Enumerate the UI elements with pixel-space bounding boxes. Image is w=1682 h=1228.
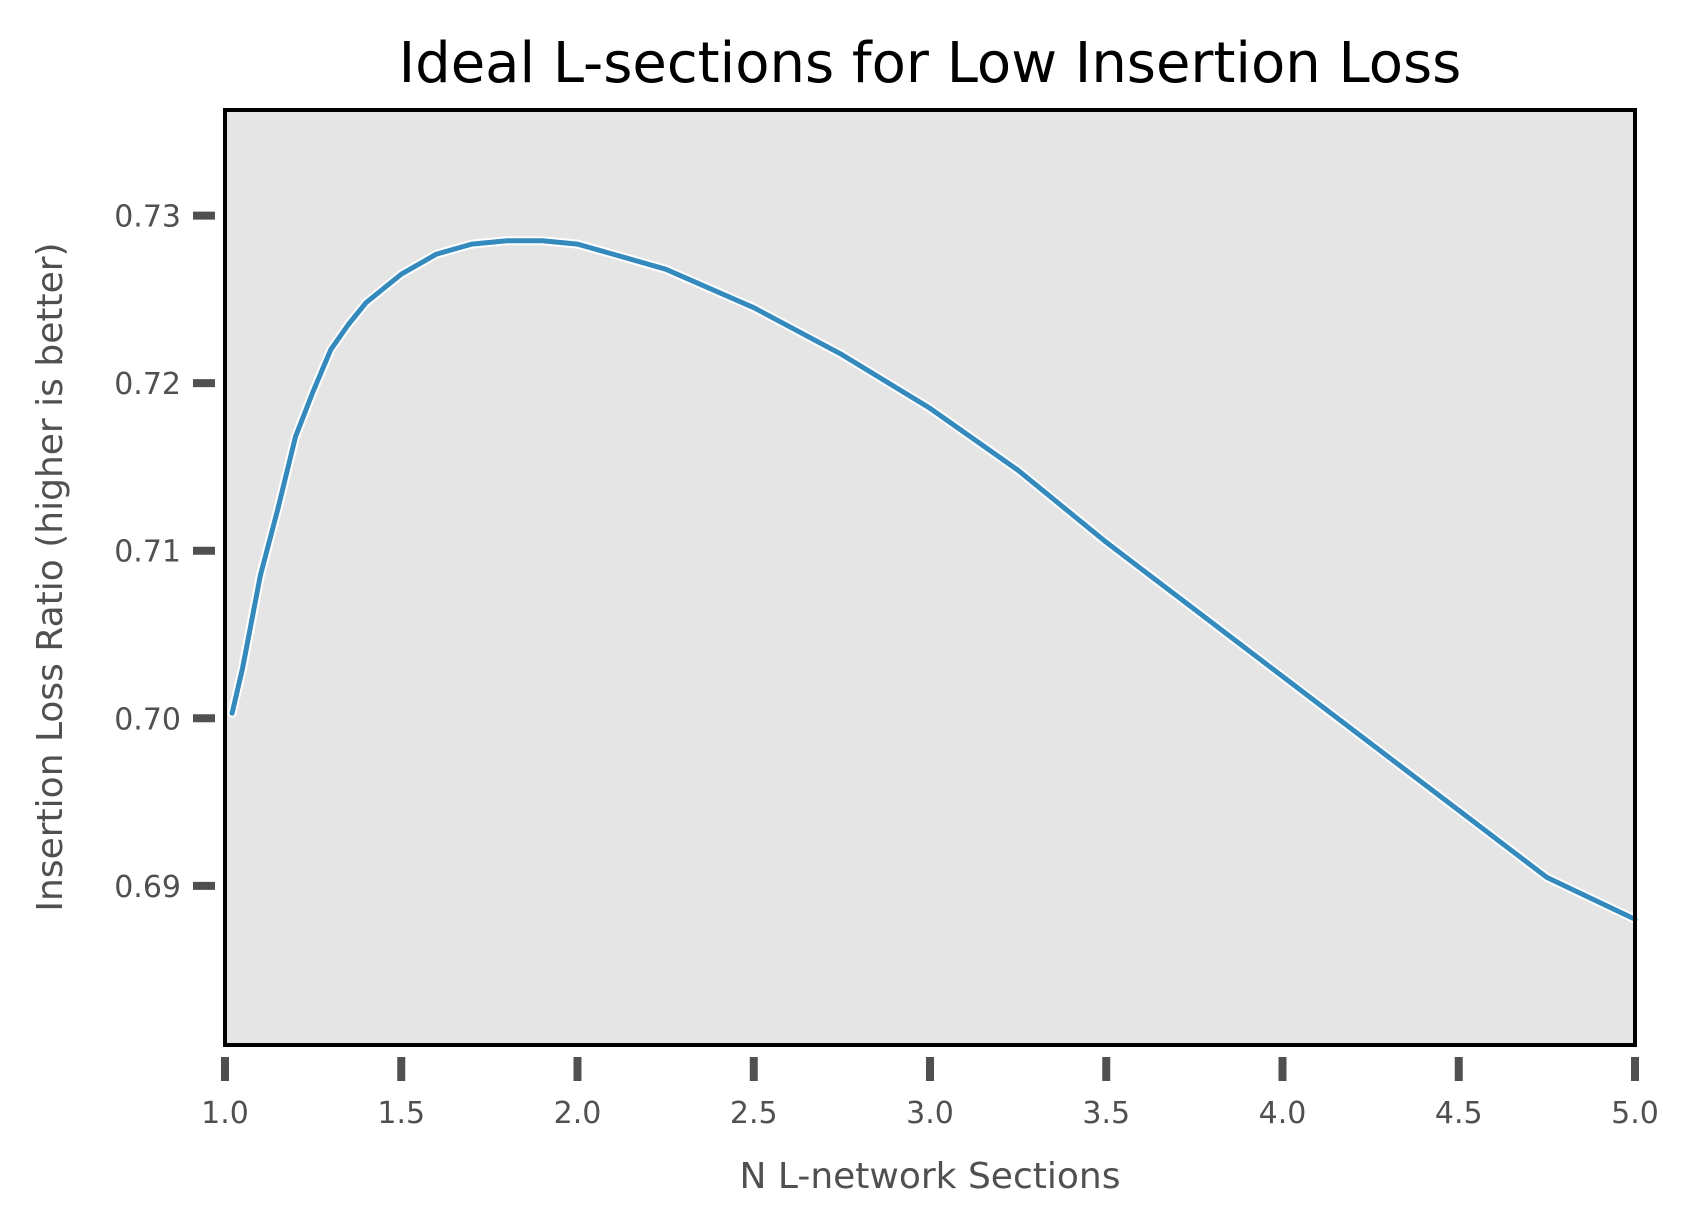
x-tick-label: 5.0 — [1611, 1096, 1659, 1131]
x-tick-label: 3.5 — [1082, 1096, 1130, 1131]
plot-frame — [223, 108, 1637, 1047]
y-tick-label: 0.70 — [114, 702, 181, 737]
chart-title: Ideal L-sections for Low Insertion Loss — [399, 31, 1462, 96]
line-layer — [227, 236, 1640, 924]
x-tick-label: 2.0 — [554, 1096, 602, 1131]
x-tick-label: 1.0 — [201, 1096, 249, 1131]
y-tick-label: 0.69 — [114, 870, 181, 905]
x-axis-label: N L-network Sections — [740, 1156, 1121, 1197]
plot-area-background — [225, 110, 1635, 1045]
series-line-0 — [229, 238, 1638, 922]
y-tick-label: 0.71 — [114, 535, 181, 570]
x-tick-label: 2.5 — [730, 1096, 778, 1131]
y-axis-ticks: 0.69 0.70 0.71 0.72 0.73 — [114, 200, 215, 905]
y-axis-label: Insertion Loss Ratio (higher is better) — [30, 242, 71, 911]
y-tick-label: 0.73 — [114, 200, 181, 235]
y-tick-label: 0.72 — [114, 367, 181, 402]
x-tick-label: 4.0 — [1259, 1096, 1307, 1131]
x-tick-label: 1.5 — [377, 1096, 425, 1131]
x-tick-label: 4.5 — [1435, 1096, 1483, 1131]
x-tick-label: 3.0 — [906, 1096, 954, 1131]
x-axis-ticks: 1.0 1.5 2.0 2.5 3.0 3.5 4.0 4.5 5.0 — [201, 1057, 1659, 1131]
